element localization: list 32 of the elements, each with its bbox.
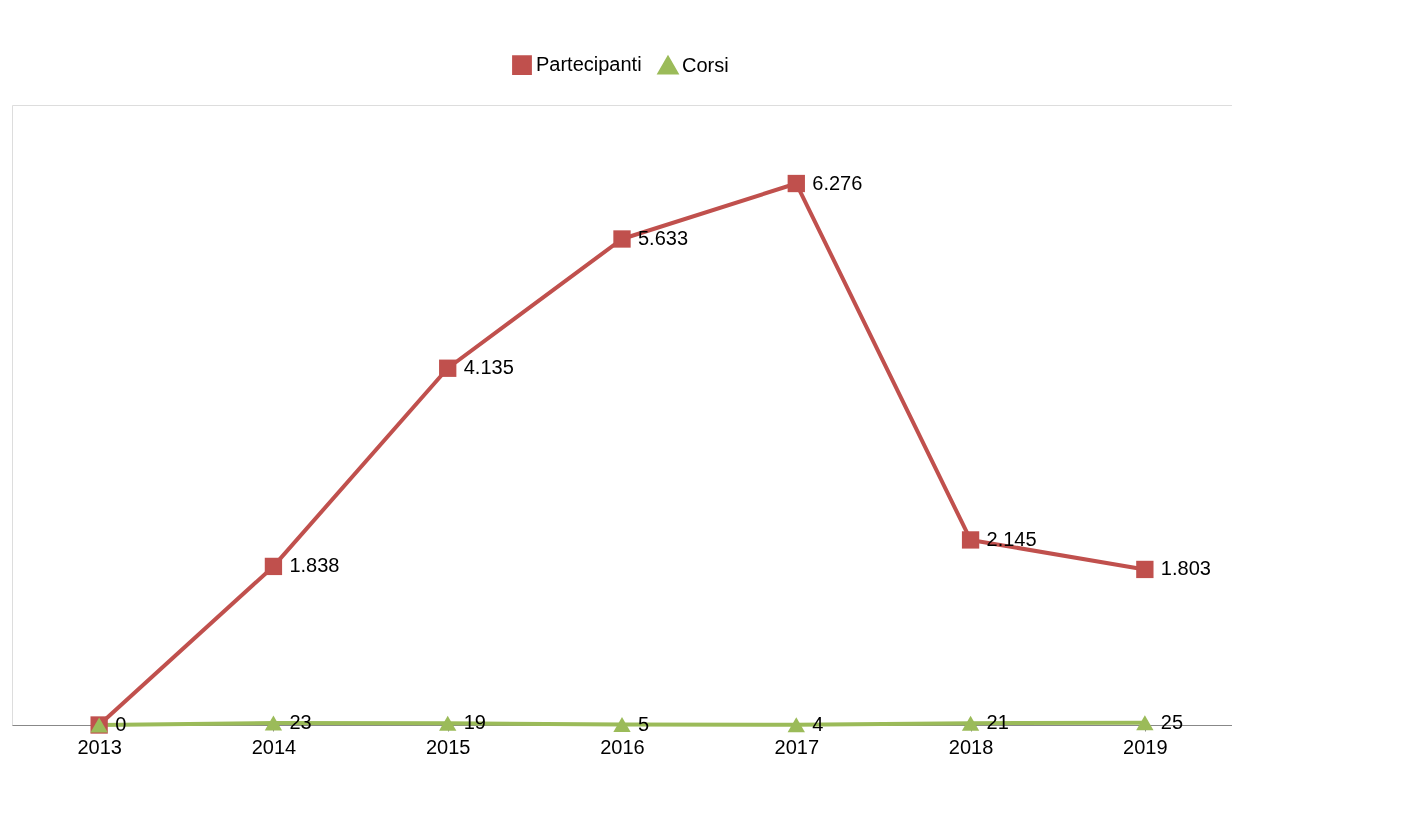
data-label: 19 [463,711,486,734]
data-label: 1.838 [289,554,340,577]
x-tick-label: 2018 [948,735,994,758]
legend-label: Corsi [682,53,729,76]
point [1136,715,1154,731]
data-label: 4.135 [463,356,514,379]
x-tick-label: 2019 [1123,735,1168,758]
data-label: 6.276 [812,171,863,194]
point [264,715,283,731]
legend-label: Partecipanti [536,53,642,76]
x-tick-label: 2015 [425,735,471,758]
point [439,359,457,377]
point [264,557,283,576]
point [613,717,631,733]
point [961,531,980,549]
data-label: 2.145 [986,527,1037,550]
data-label: 23 [289,711,312,734]
point [613,230,631,248]
data-label: 21 [986,711,1009,734]
data-label: 1.803 [1160,557,1211,580]
point [1136,560,1154,579]
point [787,717,805,733]
point [787,174,805,193]
point [439,715,457,731]
x-tick-label: 2016 [600,735,645,758]
data-label: 25 [1160,710,1184,733]
point [961,715,980,731]
data-label: 5.633 [638,226,689,249]
data-label: 5 [638,712,650,735]
x-tick-label: 2017 [774,735,820,758]
x-tick-label: 2013 [77,735,122,758]
x-tick-label: 2014 [251,735,297,758]
